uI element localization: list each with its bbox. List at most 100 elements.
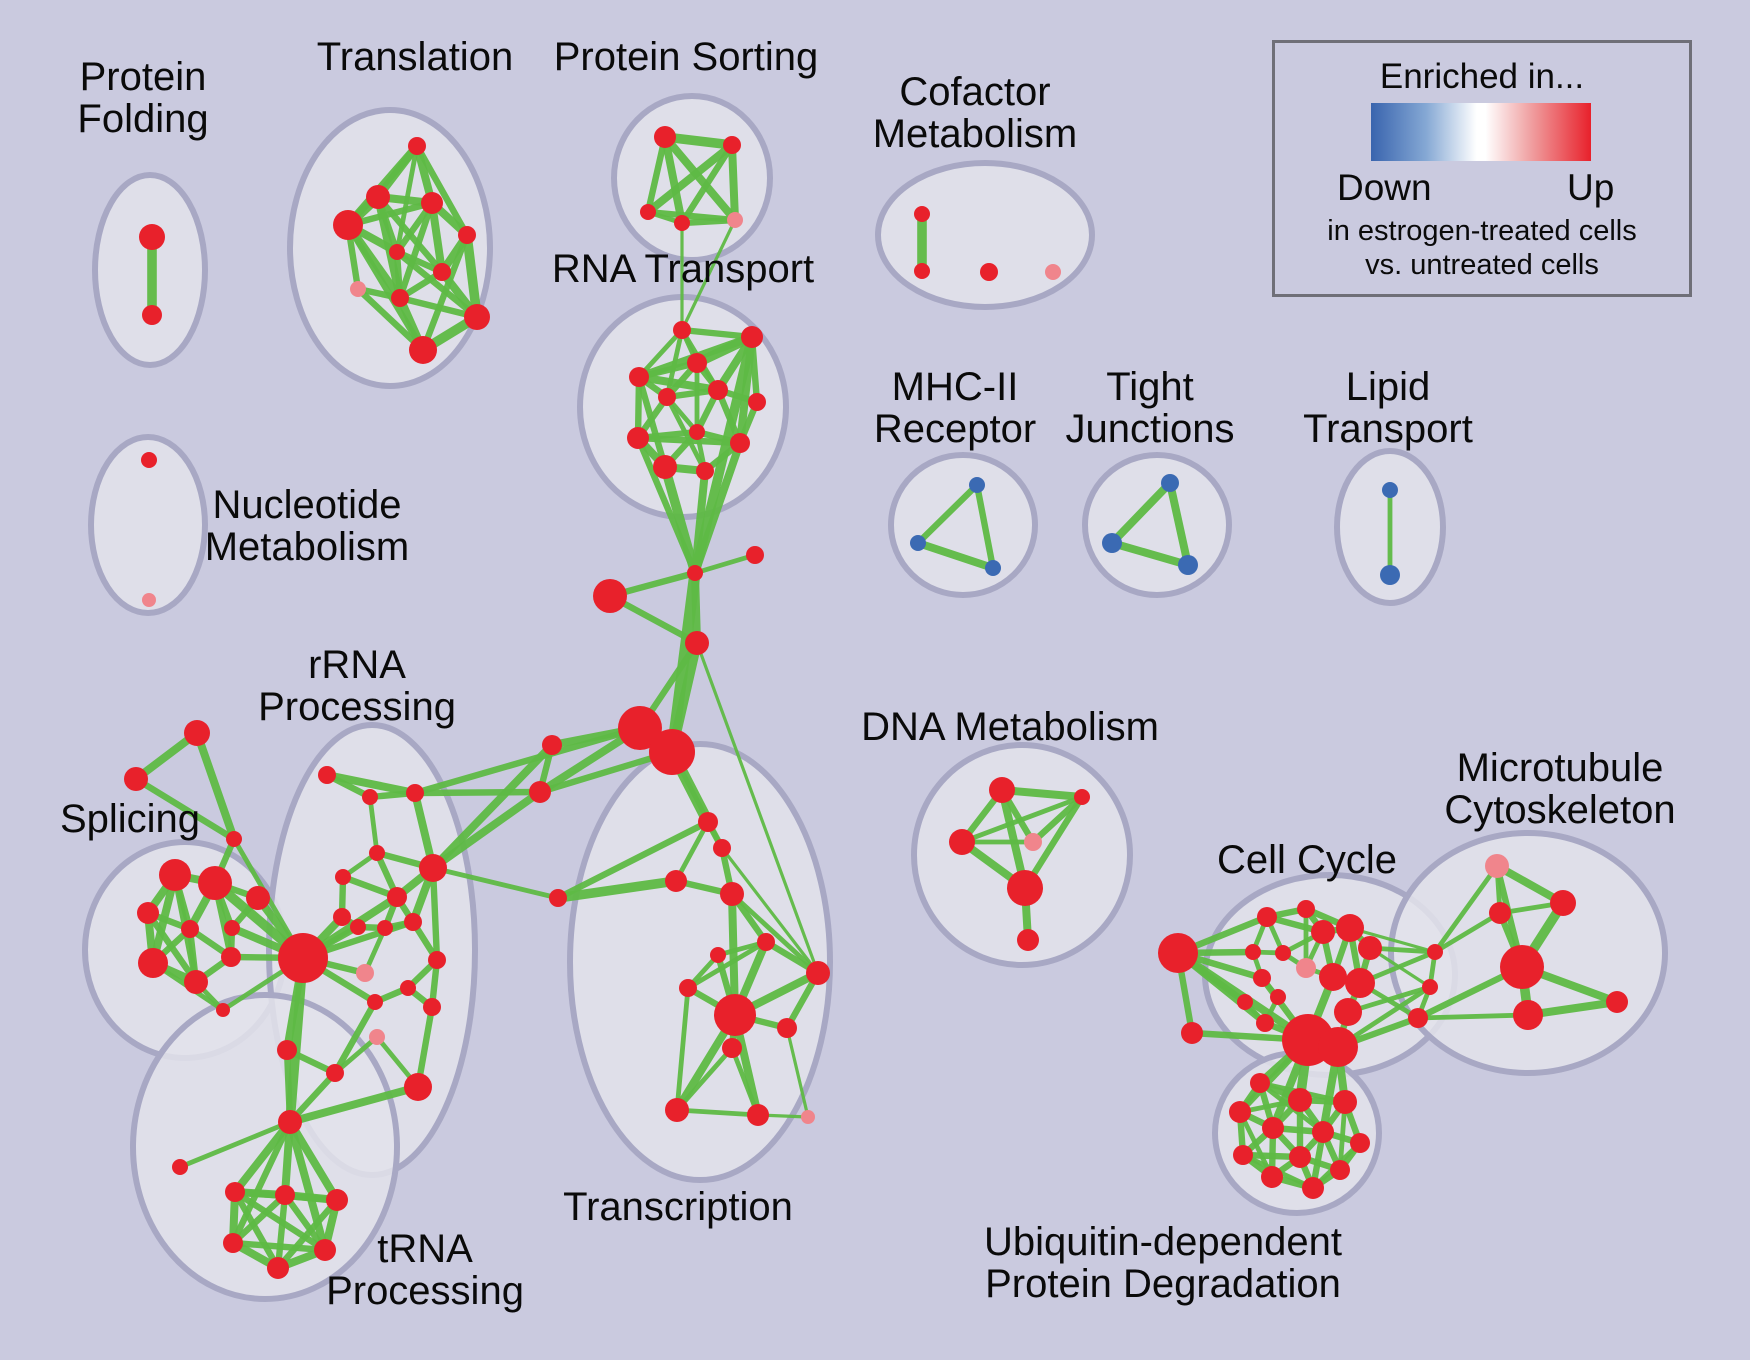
gene-set-node-u10 bbox=[1330, 1160, 1350, 1180]
gene-set-node-t11 bbox=[409, 336, 437, 364]
edge-x4-x8 bbox=[729, 891, 821, 976]
cluster-label-microtubule-cytoskeleton-line2: Cytoskeleton bbox=[1444, 788, 1675, 832]
edge-d1-d2 bbox=[998, 786, 1086, 801]
gene-set-node-pf2 bbox=[142, 305, 162, 325]
edge-ps2-ps3 bbox=[644, 141, 736, 216]
gene-set-node-x11 bbox=[722, 1038, 742, 1058]
gene-set-node-r5 bbox=[419, 854, 447, 882]
gene-set-node-l2 bbox=[1380, 565, 1400, 585]
gene-set-node-x13 bbox=[747, 1104, 769, 1126]
gene-set-node-t3 bbox=[366, 185, 390, 209]
edge-x12-x13 bbox=[674, 1107, 761, 1118]
gene-set-node-t2 bbox=[333, 210, 363, 240]
gene-set-node-cf2 bbox=[914, 263, 930, 279]
gene-set-node-x3 bbox=[665, 870, 687, 892]
gene-set-node-u11 bbox=[1261, 1166, 1283, 1188]
gene-set-node-ps5 bbox=[727, 212, 743, 228]
gene-set-node-d2 bbox=[1074, 789, 1090, 805]
edge-rt1-rt2 bbox=[678, 326, 756, 341]
edge-cc6-mj1 bbox=[1348, 926, 1437, 954]
gene-set-node-d5 bbox=[1007, 870, 1043, 906]
gene-set-node-rt9 bbox=[689, 424, 705, 440]
edge-ps1-ps4 bbox=[661, 133, 686, 227]
gene-set-node-r7 bbox=[387, 887, 407, 907]
gene-set-node-t8 bbox=[350, 281, 366, 297]
gene-set-node-la bbox=[542, 735, 562, 755]
gene-set-node-ps4 bbox=[674, 215, 690, 231]
gene-set-node-u8 bbox=[1233, 1145, 1253, 1165]
gene-set-node-cb bbox=[1158, 933, 1198, 973]
gene-set-node-x8 bbox=[806, 961, 830, 985]
gene-set-node-ps2 bbox=[723, 136, 741, 154]
edge-ps1-ps2 bbox=[660, 132, 737, 150]
gene-set-node-cc10 bbox=[1253, 969, 1271, 987]
gene-set-node-r9 bbox=[350, 919, 366, 935]
gene-set-node-u6 bbox=[1312, 1121, 1334, 1143]
color-gradient-bar bbox=[1371, 103, 1591, 161]
cluster-label-mhc-ii-receptor-line1: MHC-II bbox=[892, 365, 1019, 409]
gene-set-node-ps3 bbox=[640, 204, 656, 220]
gene-set-node-cc3 bbox=[1245, 944, 1261, 960]
gene-set-node-n1 bbox=[141, 452, 157, 468]
gene-set-node-rt11 bbox=[653, 455, 677, 479]
gene-set-node-s11 bbox=[221, 947, 241, 967]
gene-set-node-rt12 bbox=[696, 462, 714, 480]
gene-set-node-x5 bbox=[549, 889, 567, 907]
edge-r16-r21 bbox=[331, 998, 379, 1077]
gene-set-node-t5 bbox=[458, 226, 476, 244]
edge-rhub-tph bbox=[285, 953, 308, 1127]
edge-ps2-ps4 bbox=[678, 141, 736, 227]
edge-tj1-tj3 bbox=[1166, 479, 1192, 569]
cluster-label-microtubule-cytoskeleton-line1: Microtubule bbox=[1457, 746, 1664, 790]
gene-set-node-u9 bbox=[1289, 1146, 1311, 1168]
gene-set-node-tj1 bbox=[1161, 474, 1179, 492]
gene-set-node-rt1 bbox=[673, 321, 691, 339]
cluster-label-protein-folding-line1: Protein bbox=[80, 55, 207, 99]
edge-tp2-tp5 bbox=[281, 1191, 329, 1254]
gene-set-node-ccp bbox=[1296, 958, 1316, 978]
gene-set-node-t10 bbox=[464, 304, 490, 330]
gene-set-node-r18 bbox=[423, 998, 441, 1016]
gene-set-node-cc9 bbox=[1345, 968, 1375, 998]
gene-set-node-u12 bbox=[1302, 1177, 1324, 1199]
gene-set-node-cc1 bbox=[1257, 907, 1277, 927]
edge-tph-tp4 bbox=[229, 1118, 294, 1247]
gene-set-node-s5 bbox=[198, 866, 232, 900]
gene-set-node-rt2 bbox=[741, 326, 763, 348]
edge-tp2-tp4 bbox=[229, 1191, 289, 1247]
gene-set-node-d6 bbox=[1017, 929, 1039, 951]
edge-tp1-tp6 bbox=[231, 1188, 282, 1272]
gene-set-node-s4 bbox=[159, 859, 191, 891]
edge-tp3-tp6 bbox=[274, 1196, 341, 1272]
gene-set-node-d3 bbox=[949, 829, 975, 855]
edge-lb-r5 bbox=[429, 788, 544, 872]
edge-s2-s3 bbox=[132, 775, 238, 843]
edge-cc14-mj2 bbox=[1345, 984, 1433, 1015]
cluster-ellipse-tight-junctions bbox=[1082, 452, 1232, 598]
legend-caption-line1: in estrogen-treated cells bbox=[1327, 215, 1637, 247]
edge-x10-x14 bbox=[785, 1026, 810, 1119]
gene-set-node-tp3 bbox=[326, 1189, 348, 1211]
cluster-ellipse-mhc-ii-receptor bbox=[888, 452, 1038, 598]
cluster-label-protein-sorting: Protein Sorting bbox=[554, 35, 819, 79]
gene-set-node-x7 bbox=[710, 947, 726, 963]
edge-rt1-rt4 bbox=[636, 327, 685, 380]
edge-tph-tp3 bbox=[286, 1118, 341, 1204]
gene-set-node-h1 bbox=[969, 477, 985, 493]
gene-set-node-s9 bbox=[138, 948, 168, 978]
gene-set-node-cc13 bbox=[1256, 1014, 1274, 1032]
gene-set-node-lb bbox=[529, 781, 551, 803]
edge-j1-jr bbox=[692, 552, 758, 576]
gene-set-node-t7 bbox=[433, 263, 451, 281]
gene-set-node-mj2 bbox=[1422, 979, 1438, 995]
edge-x9-x12 bbox=[674, 985, 691, 1113]
edge-tp4-tp5 bbox=[229, 1239, 329, 1254]
edge-rt8-j1 bbox=[634, 434, 699, 577]
gene-set-node-tp4 bbox=[223, 1233, 243, 1253]
gene-set-node-mp bbox=[1485, 854, 1509, 878]
cluster-label-rna-transport: RNA Transport bbox=[552, 247, 814, 291]
cluster-label-protein-folding-line2: Folding bbox=[77, 97, 208, 141]
legend-title: Enriched in... bbox=[1379, 57, 1585, 96]
edge-la-r5 bbox=[429, 741, 556, 872]
